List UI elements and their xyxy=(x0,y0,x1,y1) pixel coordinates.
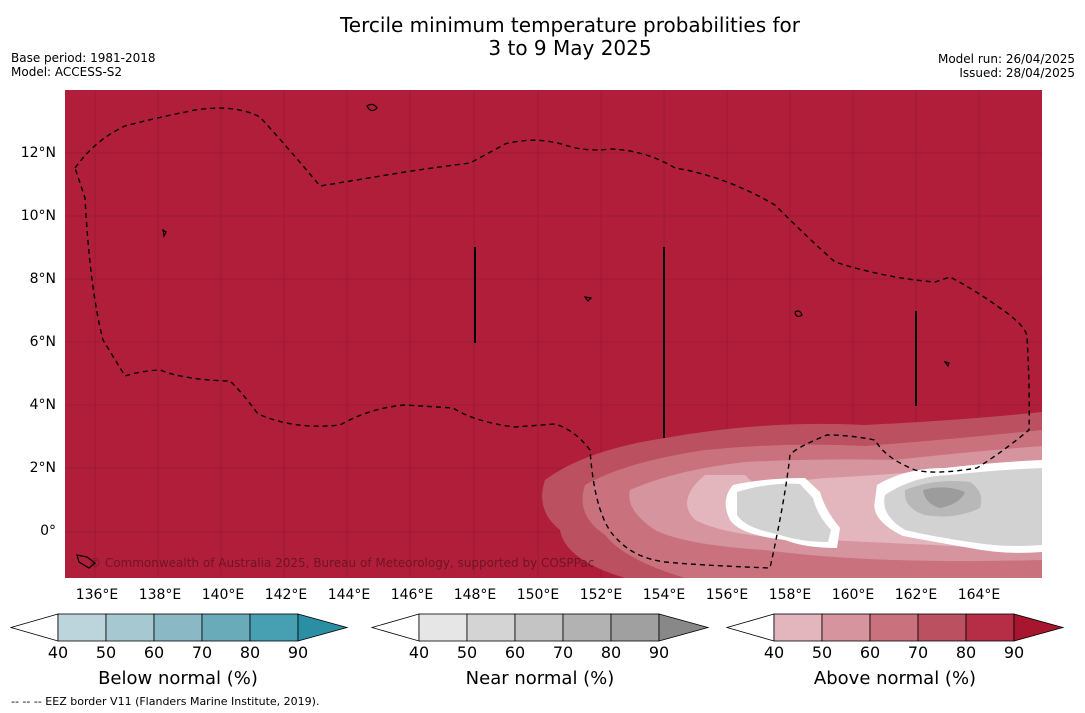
lat-label: 10°N xyxy=(20,208,56,224)
base-period: Base period: 1981-2018 xyxy=(11,51,156,65)
colorbar-below-tick: 80 xyxy=(239,643,261,662)
colorbar-near-segment xyxy=(466,613,516,642)
lon-label: 158°E xyxy=(768,587,812,603)
lon-label: 138°E xyxy=(138,587,182,603)
colorbar-below-tick: 90 xyxy=(287,643,309,662)
model-run: Model run: 26/04/2025 xyxy=(937,52,1075,66)
colorbar-above-segment xyxy=(917,613,967,642)
colorbar-above-tick: 70 xyxy=(907,643,929,662)
colorbar-near-tick: 50 xyxy=(456,643,478,662)
lon-label: 140°E xyxy=(201,587,245,603)
colorbar-above-segment xyxy=(773,613,823,642)
colorbar-below-segment xyxy=(153,613,203,642)
lat-label: 0° xyxy=(40,523,56,539)
colorbar-above-tick: 80 xyxy=(955,643,977,662)
colorbar-near-segment xyxy=(371,613,420,642)
lat-label: 6°N xyxy=(29,334,56,350)
eez-footnote: -- -- -- EEZ border V11 (Flanders Marine… xyxy=(11,695,320,708)
colorbar-above-segment xyxy=(965,613,1015,642)
probability-map: © Commonwealth of Australia 2025, Bureau… xyxy=(65,90,1042,578)
lon-label: 146°E xyxy=(390,587,434,603)
lat-label: 12°N xyxy=(20,145,56,161)
colorbar-near-tick: 70 xyxy=(552,643,574,662)
colorbar-below-segment xyxy=(249,613,299,642)
colorbar-below-tick: 50 xyxy=(95,643,117,662)
colorbar-above-normal xyxy=(726,613,1065,642)
meta-right: Model run: 26/04/2025 Issued: 28/04/2025 xyxy=(938,52,1075,80)
colorbar-near-segment xyxy=(418,613,468,642)
colorbar-near-segment xyxy=(562,613,612,642)
lon-label: 164°E xyxy=(957,587,1001,603)
colorbar-near-title: Near normal (%) xyxy=(465,668,615,689)
colorbar-above-tick: 60 xyxy=(859,643,881,662)
colorbar-below-segment xyxy=(297,613,349,642)
colorbar-below-title: Below normal (%) xyxy=(98,668,258,689)
lat-label: 8°N xyxy=(29,271,56,287)
lon-label: 160°E xyxy=(831,587,875,603)
lon-label: 152°E xyxy=(579,587,623,603)
colorbar-near-normal xyxy=(371,613,710,642)
colorbar-near-tick: 60 xyxy=(504,643,526,662)
colorbar-near-tick: 80 xyxy=(600,643,622,662)
colorbar-above-tick: 50 xyxy=(811,643,833,662)
lon-label: 144°E xyxy=(327,587,371,603)
meta-left: Base period: 1981-2018 Model: ACCESS-S2 xyxy=(11,51,156,79)
lon-label: 142°E xyxy=(264,587,308,603)
map-svg xyxy=(65,90,1042,578)
near-normal-patch-darkest xyxy=(923,487,965,508)
colorbar-below-segment xyxy=(105,613,155,642)
title-line-2: 3 to 9 May 2025 xyxy=(488,36,652,60)
colorbar-above-tick: 90 xyxy=(1003,643,1025,662)
colorbar-near-segment xyxy=(514,613,564,642)
lon-label: 156°E xyxy=(705,587,749,603)
colorbar-below-tick: 60 xyxy=(143,643,165,662)
colorbar-below-normal xyxy=(10,613,349,642)
colorbar-below-tick: 70 xyxy=(191,643,213,662)
lat-label: 4°N xyxy=(29,397,56,413)
lon-label: 150°E xyxy=(516,587,560,603)
title-line-1: Tercile minimum temperature probabilitie… xyxy=(339,13,801,37)
colorbar-above-segment xyxy=(869,613,919,642)
colorbar-below-tick: 40 xyxy=(47,643,69,662)
copyright-notice: © Commonwealth of Australia 2025, Bureau… xyxy=(89,556,595,570)
colorbar-near-tick: 90 xyxy=(648,643,670,662)
colorbar-above-segment xyxy=(1013,613,1065,642)
lon-label: 148°E xyxy=(453,587,497,603)
colorbar-near-segment xyxy=(610,613,660,642)
issued-date: Issued: 28/04/2025 xyxy=(959,66,1075,80)
colorbar-below-segment xyxy=(57,613,107,642)
lon-label: 136°E xyxy=(75,587,119,603)
map-title: Tercile minimum temperature probabilitie… xyxy=(0,14,1085,60)
colorbar-below-segment xyxy=(201,613,251,642)
colorbar-near-tick: 40 xyxy=(408,643,430,662)
eez-border xyxy=(74,107,1030,569)
atoll-lines xyxy=(474,247,917,438)
lon-label: 154°E xyxy=(642,587,686,603)
colorbar-above-tick: 40 xyxy=(763,643,785,662)
near-normal-patch-west xyxy=(737,483,831,542)
colorbar-above-title: Above normal (%) xyxy=(813,668,977,689)
colorbar-below-segment xyxy=(10,613,59,642)
colorbar-above-segment xyxy=(821,613,871,642)
lat-label: 2°N xyxy=(29,460,56,476)
colorbar-near-segment xyxy=(658,613,710,642)
islands xyxy=(76,103,950,569)
colorbar-above-segment xyxy=(726,613,775,642)
lon-label: 162°E xyxy=(894,587,938,603)
model-name: Model: ACCESS-S2 xyxy=(11,65,123,79)
